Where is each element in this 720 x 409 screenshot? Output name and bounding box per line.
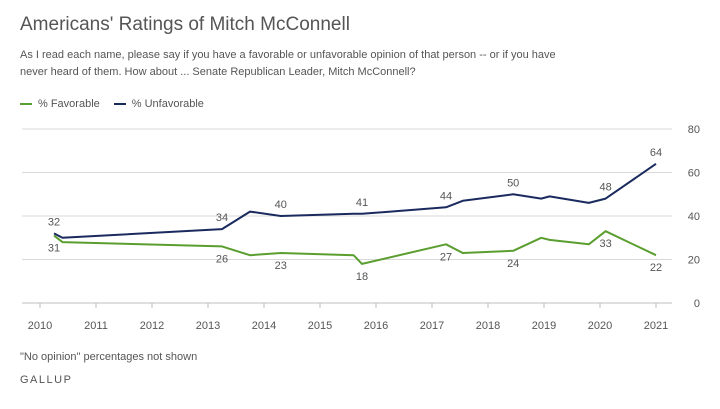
data-label-unfavorable: 34 bbox=[216, 212, 228, 224]
x-tick-label: 2010 bbox=[28, 320, 52, 332]
x-tick-label: 2015 bbox=[308, 320, 332, 332]
data-label-unfavorable: 64 bbox=[650, 147, 662, 159]
series-line-unfavorable bbox=[53, 162, 657, 239]
data-label-unfavorable: 44 bbox=[440, 190, 452, 202]
data-label-favorable: 27 bbox=[440, 251, 452, 263]
legend-swatch-unfavorable bbox=[113, 103, 126, 105]
legend-item-unfavorable: % Unfavorable bbox=[113, 98, 204, 110]
y-tick-label: 40 bbox=[688, 211, 700, 223]
x-tick-label: 2019 bbox=[532, 320, 556, 332]
x-tick-label: 2016 bbox=[364, 320, 388, 332]
legend-item-favorable: % Favorable bbox=[20, 98, 100, 110]
legend-label-favorable: % Favorable bbox=[38, 98, 100, 110]
series-line-favorable bbox=[53, 230, 657, 265]
chart-subtitle: As I read each name, please say if you h… bbox=[20, 49, 556, 78]
gallup-logo: GALLUP bbox=[20, 374, 73, 386]
x-tick-label: 2013 bbox=[196, 320, 220, 332]
data-label-favorable: 23 bbox=[275, 260, 287, 272]
data-label-unfavorable: 40 bbox=[275, 199, 287, 211]
legend-swatch-favorable bbox=[20, 103, 32, 105]
footnote: "No opinion" percentages not shown bbox=[20, 351, 198, 363]
data-label-favorable: 26 bbox=[216, 253, 228, 265]
data-label-unfavorable: 50 bbox=[507, 177, 519, 189]
data-label-unfavorable: 48 bbox=[599, 182, 611, 194]
x-tick-label: 2011 bbox=[84, 320, 108, 332]
data-label-favorable: 33 bbox=[599, 238, 611, 250]
y-tick-label: 80 bbox=[688, 124, 700, 136]
data-label-favorable: 18 bbox=[356, 271, 368, 283]
y-tick-label: 20 bbox=[688, 255, 700, 267]
data-label-unfavorable: 41 bbox=[356, 197, 368, 209]
x-tick-label: 2017 bbox=[420, 320, 444, 332]
x-tick-label: 2018 bbox=[476, 320, 500, 332]
chart-legend: % Favorable % Unfavorable bbox=[20, 98, 204, 110]
x-tick-label: 2020 bbox=[588, 320, 612, 332]
x-tick-label: 2012 bbox=[140, 320, 164, 332]
chart-title: Americans' Ratings of Mitch McConnell bbox=[20, 14, 350, 35]
legend-label-unfavorable: % Unfavorable bbox=[131, 98, 204, 110]
y-tick-label: 60 bbox=[688, 168, 700, 180]
x-tick-label: 2014 bbox=[252, 320, 276, 332]
data-label-favorable: 24 bbox=[507, 258, 519, 270]
y-tick-label: 0 bbox=[694, 298, 700, 310]
data-label-unfavorable: 32 bbox=[48, 216, 60, 228]
data-label-favorable: 31 bbox=[48, 243, 60, 255]
x-tick-label: 2021 bbox=[644, 320, 668, 332]
data-label-favorable: 22 bbox=[650, 262, 662, 274]
